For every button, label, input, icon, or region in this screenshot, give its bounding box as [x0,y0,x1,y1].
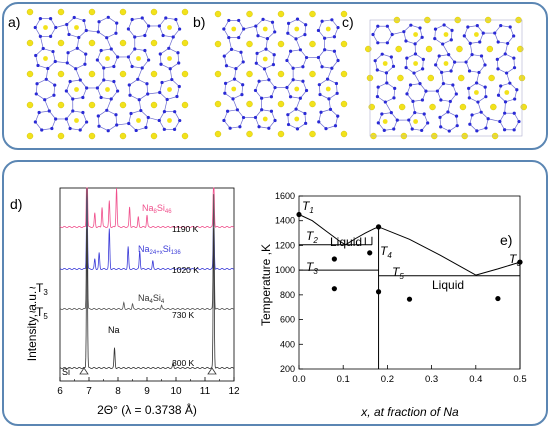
t4-label: T4 [380,244,392,260]
crystal-structure-image-a [26,8,189,140]
top-panel-frame [2,2,548,150]
liquidus-curve [345,226,379,246]
xrd-xtick-label: 8 [115,386,121,397]
pd-xlabel: x, at fraction of Na [360,405,459,419]
panel-label-e: e) [500,232,513,248]
silicon-atoms [222,17,340,131]
xrd-xlabel: 2Θ° (λ = 0.3738 Å) [97,402,197,417]
phase-label-730: Na4Si4 [138,293,165,305]
xrd-xtick-label: 11 [200,386,211,397]
xrd-xtick-label: 12 [228,386,240,397]
lattice-bonds [223,18,339,130]
panel-label-d: d) [10,196,23,212]
phase-diagram-points [296,211,523,302]
phase-data-point [331,256,337,262]
si-marker-1 [79,367,89,375]
liquidus-curve [298,214,346,246]
temp-label-1020: 1020 K [172,265,199,275]
pd-ytick-label: 600 [280,315,295,325]
crystal-structure-image-c [365,16,527,140]
t3-label: ~T3 [29,281,48,297]
liquidus-curve [378,226,477,276]
pd-xtick-label: 0.3 [425,374,438,385]
liquid-label-2: Liquid [432,278,464,292]
phase-data-point [517,259,523,265]
si-label: Si [62,367,70,377]
panel-label-a: a) [8,14,21,30]
phase-data-point [296,211,302,218]
silicon-atoms [33,15,182,133]
xrd-ylabel: Intensity, a.u. [25,291,39,361]
sodium-atoms [26,8,189,140]
xrd-pattern-curve [59,228,235,370]
pd-ytick-label: 400 [280,339,295,349]
phase-data-point [367,250,373,256]
t5-label: ~T5 [29,305,48,321]
phase-label-1190: Na8Si46 [142,203,172,215]
xrd-pattern-curve [59,187,235,229]
pd-xtick-label: 0.1 [337,374,350,385]
silicon-atoms [371,23,521,133]
phase-data-point [375,289,382,295]
t5-label-pd: T5 [392,265,404,281]
xrd-xtick-label: 6 [57,386,63,397]
lattice-bonds [34,16,181,132]
xrd-xtick-label: 9 [144,386,150,397]
xrd-pattern-curve [59,187,235,311]
liquid-label-1: Liquid [330,235,362,249]
liquidus-curve [475,261,521,276]
pd-xtick-label: 0.2 [381,374,394,385]
bottom-panel-frame [2,160,548,426]
phase-data-point [495,295,501,302]
xrd-xtick-label: 7 [86,386,92,397]
pd-ytick-label: 1200 [275,240,295,250]
t2-label: T2 [306,229,318,245]
sodium-atoms [214,10,348,138]
phase-data-point [375,224,382,230]
temp-label-1190: 1190 K [172,224,199,234]
t6-label: T6 [509,252,521,268]
si-marker-2 [207,367,217,375]
pd-xtick-label: 0.5 [513,374,526,385]
xrd-xtick-labels: 6 7 8 9 10 11 12 [57,386,240,397]
phase-label-300: Na [108,325,120,335]
pd-ytick-label: 1600 [275,191,295,201]
pd-ylabel: Temperature ,K [259,244,273,326]
pd-ytick-label: 800 [280,290,295,300]
phase-label-1020: Na24+xSi136 [138,244,181,256]
panel-label-b: b) [193,14,206,30]
pd-ytick-label: 1400 [275,216,295,226]
panel-label-c: c) [342,14,354,30]
phase-data-point [406,296,413,302]
phase-diagram-axes: 0.0 0.1 0.2 0.3 0.4 0.5 200 400 600 800 1000 1200 14… [275,191,527,385]
pd-ytick-label: 1000 [275,265,295,275]
xrd-pattern-curve [59,189,235,271]
pd-xtick-label: 0.0 [292,374,305,385]
xrd-curves [59,187,235,370]
crystal-structure-image-b [214,10,348,138]
pd-ytick-label: 200 [280,364,295,374]
pd-xtick-label: 0.4 [469,374,482,385]
xrd-chart: Intensity, a.u. 2Θ° (λ = 0.3738 Å) 6 7 8 9 1… [25,187,240,417]
t3-label-pd: T3 [306,260,318,276]
xrd-axes [59,187,235,382]
phase-data-point [331,286,337,292]
xrd-xtick-label: 10 [170,386,182,397]
temp-label-300: 300 K [172,358,195,368]
t1-label: T1 [302,199,314,215]
phase-boundary-lines [298,214,521,369]
temp-label-730: 730 K [172,310,195,320]
